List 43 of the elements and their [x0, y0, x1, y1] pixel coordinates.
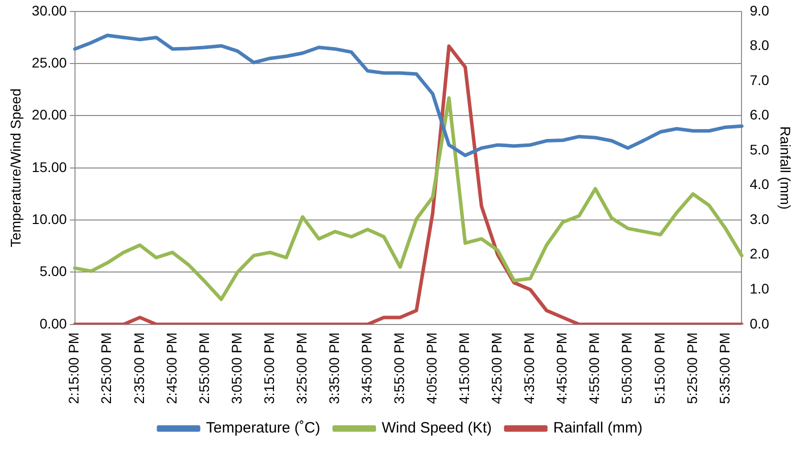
legend-label: Rainfall (mm) [553, 420, 642, 437]
y-tick-label: 20.00 [32, 106, 68, 123]
x-tick-label: 3:25:00 PM [293, 332, 310, 404]
x-tick-label: 4:15:00 PM [456, 332, 472, 404]
x-tick-label: 4:05:00 PM [424, 332, 440, 404]
y2-tick-label: 9.0 [750, 2, 770, 18]
y-tick-label: 25.00 [32, 54, 68, 70]
x-tick-label: 5:25:00 PM [684, 332, 700, 404]
y2-tick-label: 5.0 [750, 141, 770, 158]
x-tick-label: 2:25:00 PM [98, 332, 114, 404]
legend-label: Temperature (˚C) [206, 420, 320, 437]
y2-tick-label: 0.0 [750, 315, 770, 332]
y-tick-label: 10.00 [32, 210, 68, 227]
x-tick-label: 3:45:00 PM [358, 332, 374, 404]
x-tick-label: 2:15:00 PM [66, 332, 82, 404]
y2-axis-title: Rainfall (mm) [778, 126, 794, 210]
y-tick-label: 0.00 [40, 315, 68, 332]
y2-tick-label: 3.0 [750, 210, 770, 227]
x-tick-label: 5:15:00 PM [651, 332, 668, 404]
y2-tick-label: 4.0 [750, 176, 770, 192]
y2-tick-label: 6.0 [750, 106, 770, 123]
x-tick-label: 2:55:00 PM [196, 332, 212, 404]
y-tick-label: 30.00 [32, 2, 68, 18]
x-tick-label: 4:35:00 PM [521, 332, 538, 404]
y-tick-label: 15.00 [32, 158, 68, 175]
x-tick-label: 5:35:00 PM [716, 332, 732, 404]
y-tick-label: 5.00 [40, 263, 68, 280]
y2-tick-label: 1.0 [750, 280, 770, 296]
x-tick-label: 2:45:00 PM [163, 332, 180, 404]
x-tick-label: 3:35:00 PM [326, 332, 342, 404]
x-tick-label: 4:55:00 PM [586, 332, 602, 404]
x-tick-label: 4:45:00 PM [554, 332, 570, 404]
x-tick-label: 2:35:00 PM [130, 332, 147, 404]
x-tick-label: 5:05:00 PM [618, 332, 635, 404]
x-tick-label: 3:05:00 PM [228, 332, 244, 404]
x-tick-label: 4:25:00 PM [488, 332, 505, 404]
legend-label: Wind Speed (Kt) [382, 420, 492, 437]
y2-tick-label: 2.0 [750, 246, 770, 262]
y-axis-title: Temperature/Wind Speed [7, 88, 24, 248]
y2-tick-label: 7.0 [750, 72, 770, 88]
y2-tick-label: 8.0 [750, 37, 770, 54]
x-tick-label: 3:55:00 PM [391, 332, 408, 404]
x-tick-label: 3:15:00 PM [260, 332, 277, 404]
